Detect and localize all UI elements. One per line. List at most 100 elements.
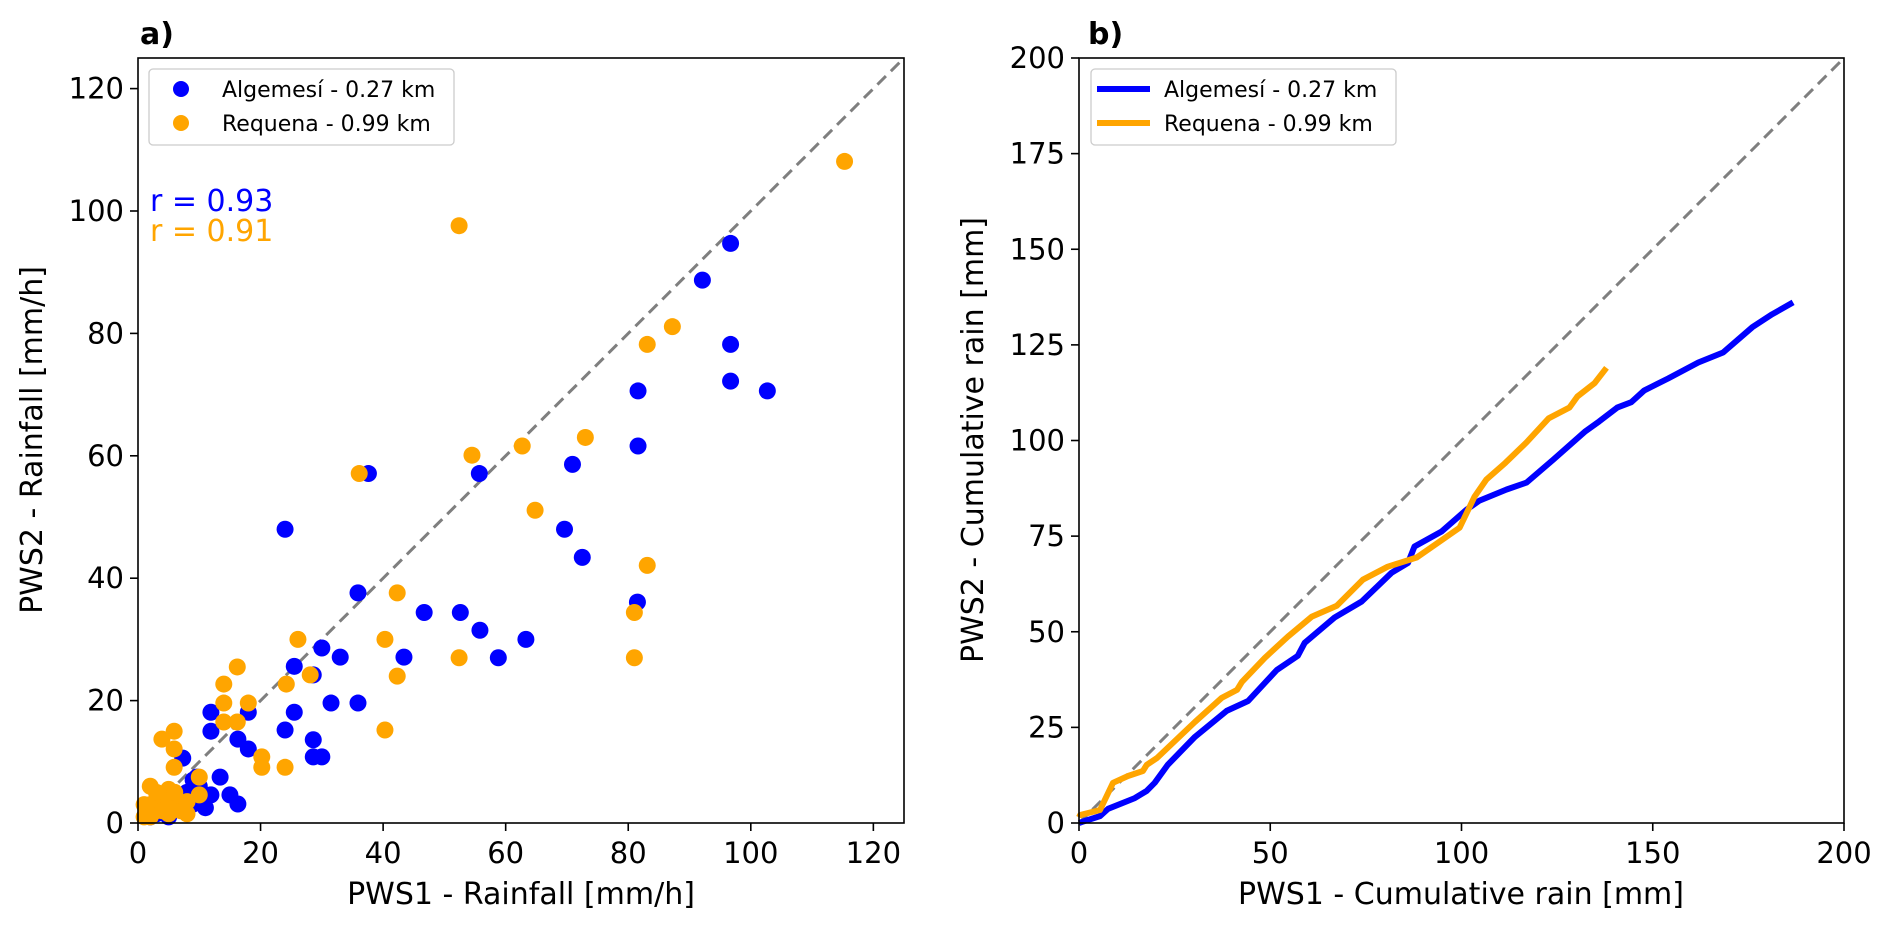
scatter-point: [301, 666, 319, 684]
panel-a-x-ticks: 0 20 40 60 80 100 120: [129, 823, 901, 870]
panel-a-legend: Algemesí - 0.27 km Requena - 0.99 km: [148, 68, 455, 146]
x-tick-label: 50: [1252, 836, 1289, 870]
scatter-point: [450, 649, 468, 667]
scatter-point: [253, 758, 271, 776]
scatter-point: [395, 648, 413, 666]
x-tick-label: 60: [487, 836, 524, 870]
scatter-point: [154, 802, 172, 820]
scatter-series-algemesi: [141, 234, 776, 826]
y-tick-label: 50: [1028, 615, 1065, 649]
scatter-point: [165, 758, 183, 776]
scatter-point: [276, 721, 294, 739]
panel-b-legend-label-algemesi: Algemesí - 0.27 km: [1164, 78, 1377, 103]
panel-b-legend-label-requena: Requena - 0.99 km: [1164, 112, 1373, 137]
scatter-series-requena: [135, 152, 854, 826]
y-tick-label: 200: [1010, 41, 1065, 75]
panel-a-scatter: a) 0 20 40 60 80 100 120 0 20 40 60 80 100 120 PWS1 …: [15, 17, 906, 912]
scatter-point: [165, 722, 183, 740]
scatter-point: [349, 694, 367, 712]
scatter-point: [239, 740, 257, 758]
panel-a-y-ticks: 0 20 40 60 80 100 120: [69, 72, 138, 840]
scatter-point: [153, 730, 171, 748]
scatter-point: [228, 713, 246, 731]
x-tick-label: 150: [1625, 836, 1680, 870]
scatter-point: [276, 520, 294, 538]
line-series-algemesi: [1077, 299, 1795, 826]
scatter-point: [289, 630, 307, 648]
scatter-point: [215, 694, 233, 712]
scatter-point: [304, 731, 322, 749]
scatter-point: [376, 630, 394, 648]
scatter-point: [202, 703, 220, 721]
scatter-point: [211, 768, 229, 786]
scatter-point: [638, 335, 656, 353]
scatter-point: [215, 675, 233, 693]
scatter-point: [629, 382, 647, 400]
scatter-point: [190, 768, 208, 786]
x-tick-label: 20: [242, 836, 279, 870]
panel-b-x-axis-label: PWS1 - Cumulative rain [mm]: [1238, 877, 1684, 912]
panel-a-legend-marker-algemesi: [173, 81, 189, 97]
scatter-point: [313, 748, 331, 766]
scatter-point: [722, 335, 740, 353]
y-tick-label: 100: [69, 194, 124, 228]
y-tick-label: 175: [1010, 137, 1065, 171]
scatter-point: [277, 675, 295, 693]
scatter-point: [576, 428, 594, 446]
scatter-point: [517, 630, 535, 648]
panel-a-r-value-algemesi: r = 0.93: [150, 184, 273, 219]
scatter-point: [228, 658, 246, 676]
scatter-point: [313, 639, 331, 657]
x-tick-label: 40: [365, 836, 402, 870]
scatter-point: [388, 667, 406, 685]
y-tick-label: 120: [69, 72, 124, 106]
panel-a-frame: [137, 57, 905, 824]
panel-b-cumulative: b) 0 50 100 150 200 0 25 50 75 100 125 150 175 200 P…: [956, 17, 1872, 912]
scatter-point: [471, 621, 489, 639]
scatter-point: [196, 799, 214, 817]
panel-b-legend: Algemesí - 0.27 km Requena - 0.99 km: [1090, 68, 1397, 146]
scatter-point: [625, 603, 643, 621]
scatter-point: [629, 437, 647, 455]
x-tick-label: 0: [129, 836, 147, 870]
scatter-point: [563, 455, 581, 473]
scatter-point: [202, 786, 220, 804]
scatter-point: [722, 372, 740, 390]
scatter-point: [693, 271, 711, 289]
scatter-point: [722, 234, 740, 252]
scatter-point: [285, 703, 303, 721]
y-tick-label: 80: [87, 316, 124, 350]
scatter-point: [489, 649, 507, 667]
y-tick-label: 150: [1010, 232, 1065, 266]
panel-b-lines: [1076, 299, 1795, 826]
scatter-point: [285, 657, 303, 675]
panel-a-y-axis-label: PWS2 - Rainfall [mm/h]: [15, 266, 50, 614]
panel-b-legend-box: [1090, 68, 1397, 146]
scatter-point: [376, 721, 394, 739]
scatter-point: [178, 805, 196, 823]
scatter-point: [165, 740, 183, 758]
scatter-point: [758, 382, 776, 400]
y-tick-label: 100: [1010, 424, 1065, 458]
scatter-point: [349, 584, 367, 602]
scatter-point: [451, 603, 469, 621]
scatter-point: [573, 548, 591, 566]
scatter-point: [663, 318, 681, 336]
y-tick-label: 125: [1010, 328, 1065, 362]
y-tick-label: 25: [1028, 710, 1065, 744]
scatter-point: [556, 520, 574, 538]
scatter-point: [526, 501, 544, 519]
scatter-point: [463, 446, 481, 464]
y-tick-label: 75: [1028, 519, 1065, 553]
panel-b-reference-line: [1077, 56, 1846, 825]
scatter-point: [166, 783, 184, 801]
y-tick-label: 0: [106, 806, 124, 840]
one-to-one-reference-line: [1077, 56, 1846, 825]
panel-a-points: [135, 152, 854, 826]
scatter-point: [513, 437, 531, 455]
scatter-point: [388, 584, 406, 602]
scatter-point: [229, 795, 247, 813]
scatter-point: [470, 465, 488, 483]
scatter-point: [638, 556, 656, 574]
